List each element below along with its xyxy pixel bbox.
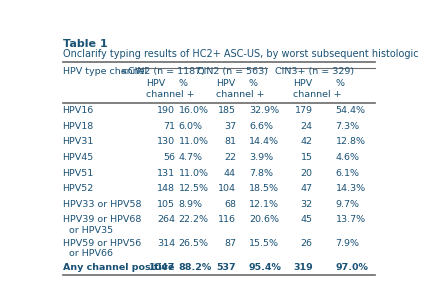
Text: 131: 131 xyxy=(157,169,176,178)
Text: CIN3+ (n = 329): CIN3+ (n = 329) xyxy=(275,67,354,76)
Text: 11.0%: 11.0% xyxy=(179,169,208,178)
Text: %: % xyxy=(179,79,188,88)
Text: 14.3%: 14.3% xyxy=(335,184,366,193)
Text: 32: 32 xyxy=(300,200,313,209)
Text: 12.1%: 12.1% xyxy=(249,200,279,209)
Text: Table 1: Table 1 xyxy=(62,39,107,49)
Text: 185: 185 xyxy=(218,106,236,115)
Text: 26.5%: 26.5% xyxy=(179,239,208,248)
Text: 15: 15 xyxy=(301,153,313,162)
Text: HPV16: HPV16 xyxy=(62,106,94,115)
Text: 20.6%: 20.6% xyxy=(249,215,279,224)
Text: 42: 42 xyxy=(301,137,313,146)
Text: HPV39 or HPV68
  or HPV35: HPV39 or HPV68 or HPV35 xyxy=(62,215,141,235)
Text: 7.3%: 7.3% xyxy=(335,122,360,131)
Text: 15.5%: 15.5% xyxy=(249,239,279,248)
Text: 16.0%: 16.0% xyxy=(179,106,208,115)
Text: HPV18: HPV18 xyxy=(62,122,94,131)
Text: %: % xyxy=(335,79,345,88)
Text: HPV
channel +: HPV channel + xyxy=(293,79,342,99)
Text: CIN2 (n = 563): CIN2 (n = 563) xyxy=(197,67,268,76)
Text: 44: 44 xyxy=(224,169,236,178)
Text: 9.7%: 9.7% xyxy=(335,200,360,209)
Text: 87: 87 xyxy=(224,239,236,248)
Text: 97.0%: 97.0% xyxy=(335,263,368,272)
Text: 1047: 1047 xyxy=(149,263,176,272)
Text: 88.2%: 88.2% xyxy=(179,263,212,272)
Text: 32.9%: 32.9% xyxy=(249,106,279,115)
Text: 4.6%: 4.6% xyxy=(335,153,360,162)
Text: 14.4%: 14.4% xyxy=(249,137,279,146)
Text: 95.4%: 95.4% xyxy=(249,263,282,272)
Text: 4.7%: 4.7% xyxy=(179,153,203,162)
Text: 18.5%: 18.5% xyxy=(249,184,279,193)
Text: 20: 20 xyxy=(301,169,313,178)
Text: 179: 179 xyxy=(295,106,313,115)
Text: 319: 319 xyxy=(293,263,313,272)
Text: 190: 190 xyxy=(157,106,176,115)
Text: 3.9%: 3.9% xyxy=(249,153,273,162)
Text: HPV45: HPV45 xyxy=(62,153,94,162)
Text: <CIN2 (n = 1187): <CIN2 (n = 1187) xyxy=(120,67,205,76)
Text: 6.0%: 6.0% xyxy=(179,122,203,131)
Text: 105: 105 xyxy=(157,200,176,209)
Text: 12.5%: 12.5% xyxy=(179,184,208,193)
Text: 537: 537 xyxy=(216,263,236,272)
Text: Onclarify typing results of HC2+ ASC-US, by worst subsequent histologic result.: Onclarify typing results of HC2+ ASC-US,… xyxy=(62,49,422,59)
Text: 22: 22 xyxy=(224,153,236,162)
Text: 68: 68 xyxy=(224,200,236,209)
Text: 7.8%: 7.8% xyxy=(249,169,273,178)
Text: 12.8%: 12.8% xyxy=(335,137,365,146)
Text: 130: 130 xyxy=(157,137,176,146)
Text: 71: 71 xyxy=(163,122,176,131)
Text: HPV52: HPV52 xyxy=(62,184,94,193)
Text: 13.7%: 13.7% xyxy=(335,215,366,224)
Text: 22.2%: 22.2% xyxy=(179,215,208,224)
Text: 264: 264 xyxy=(157,215,176,224)
Text: 26: 26 xyxy=(301,239,313,248)
Text: %: % xyxy=(249,79,258,88)
Text: 47: 47 xyxy=(301,184,313,193)
Text: 24: 24 xyxy=(301,122,313,131)
Text: 314: 314 xyxy=(157,239,176,248)
Text: HPV51: HPV51 xyxy=(62,169,94,178)
Text: 8.9%: 8.9% xyxy=(179,200,203,209)
Text: 6.6%: 6.6% xyxy=(249,122,273,131)
Text: 37: 37 xyxy=(224,122,236,131)
Text: HPV31: HPV31 xyxy=(62,137,94,146)
Text: HPV33 or HPV58: HPV33 or HPV58 xyxy=(62,200,141,209)
Text: 104: 104 xyxy=(218,184,236,193)
Text: 6.1%: 6.1% xyxy=(335,169,360,178)
Text: HPV59 or HPV56
  or HPV66: HPV59 or HPV56 or HPV66 xyxy=(62,239,141,259)
Text: 56: 56 xyxy=(163,153,176,162)
Text: 148: 148 xyxy=(157,184,176,193)
Text: HPV
channel +: HPV channel + xyxy=(216,79,265,99)
Text: 116: 116 xyxy=(218,215,236,224)
Text: 81: 81 xyxy=(224,137,236,146)
Text: Any channel positive: Any channel positive xyxy=(62,263,174,272)
Text: 11.0%: 11.0% xyxy=(179,137,208,146)
Text: 54.4%: 54.4% xyxy=(335,106,365,115)
Text: 7.9%: 7.9% xyxy=(335,239,360,248)
Text: HPV
channel +: HPV channel + xyxy=(146,79,195,99)
Text: 45: 45 xyxy=(301,215,313,224)
Text: HPV type channel: HPV type channel xyxy=(62,67,147,76)
